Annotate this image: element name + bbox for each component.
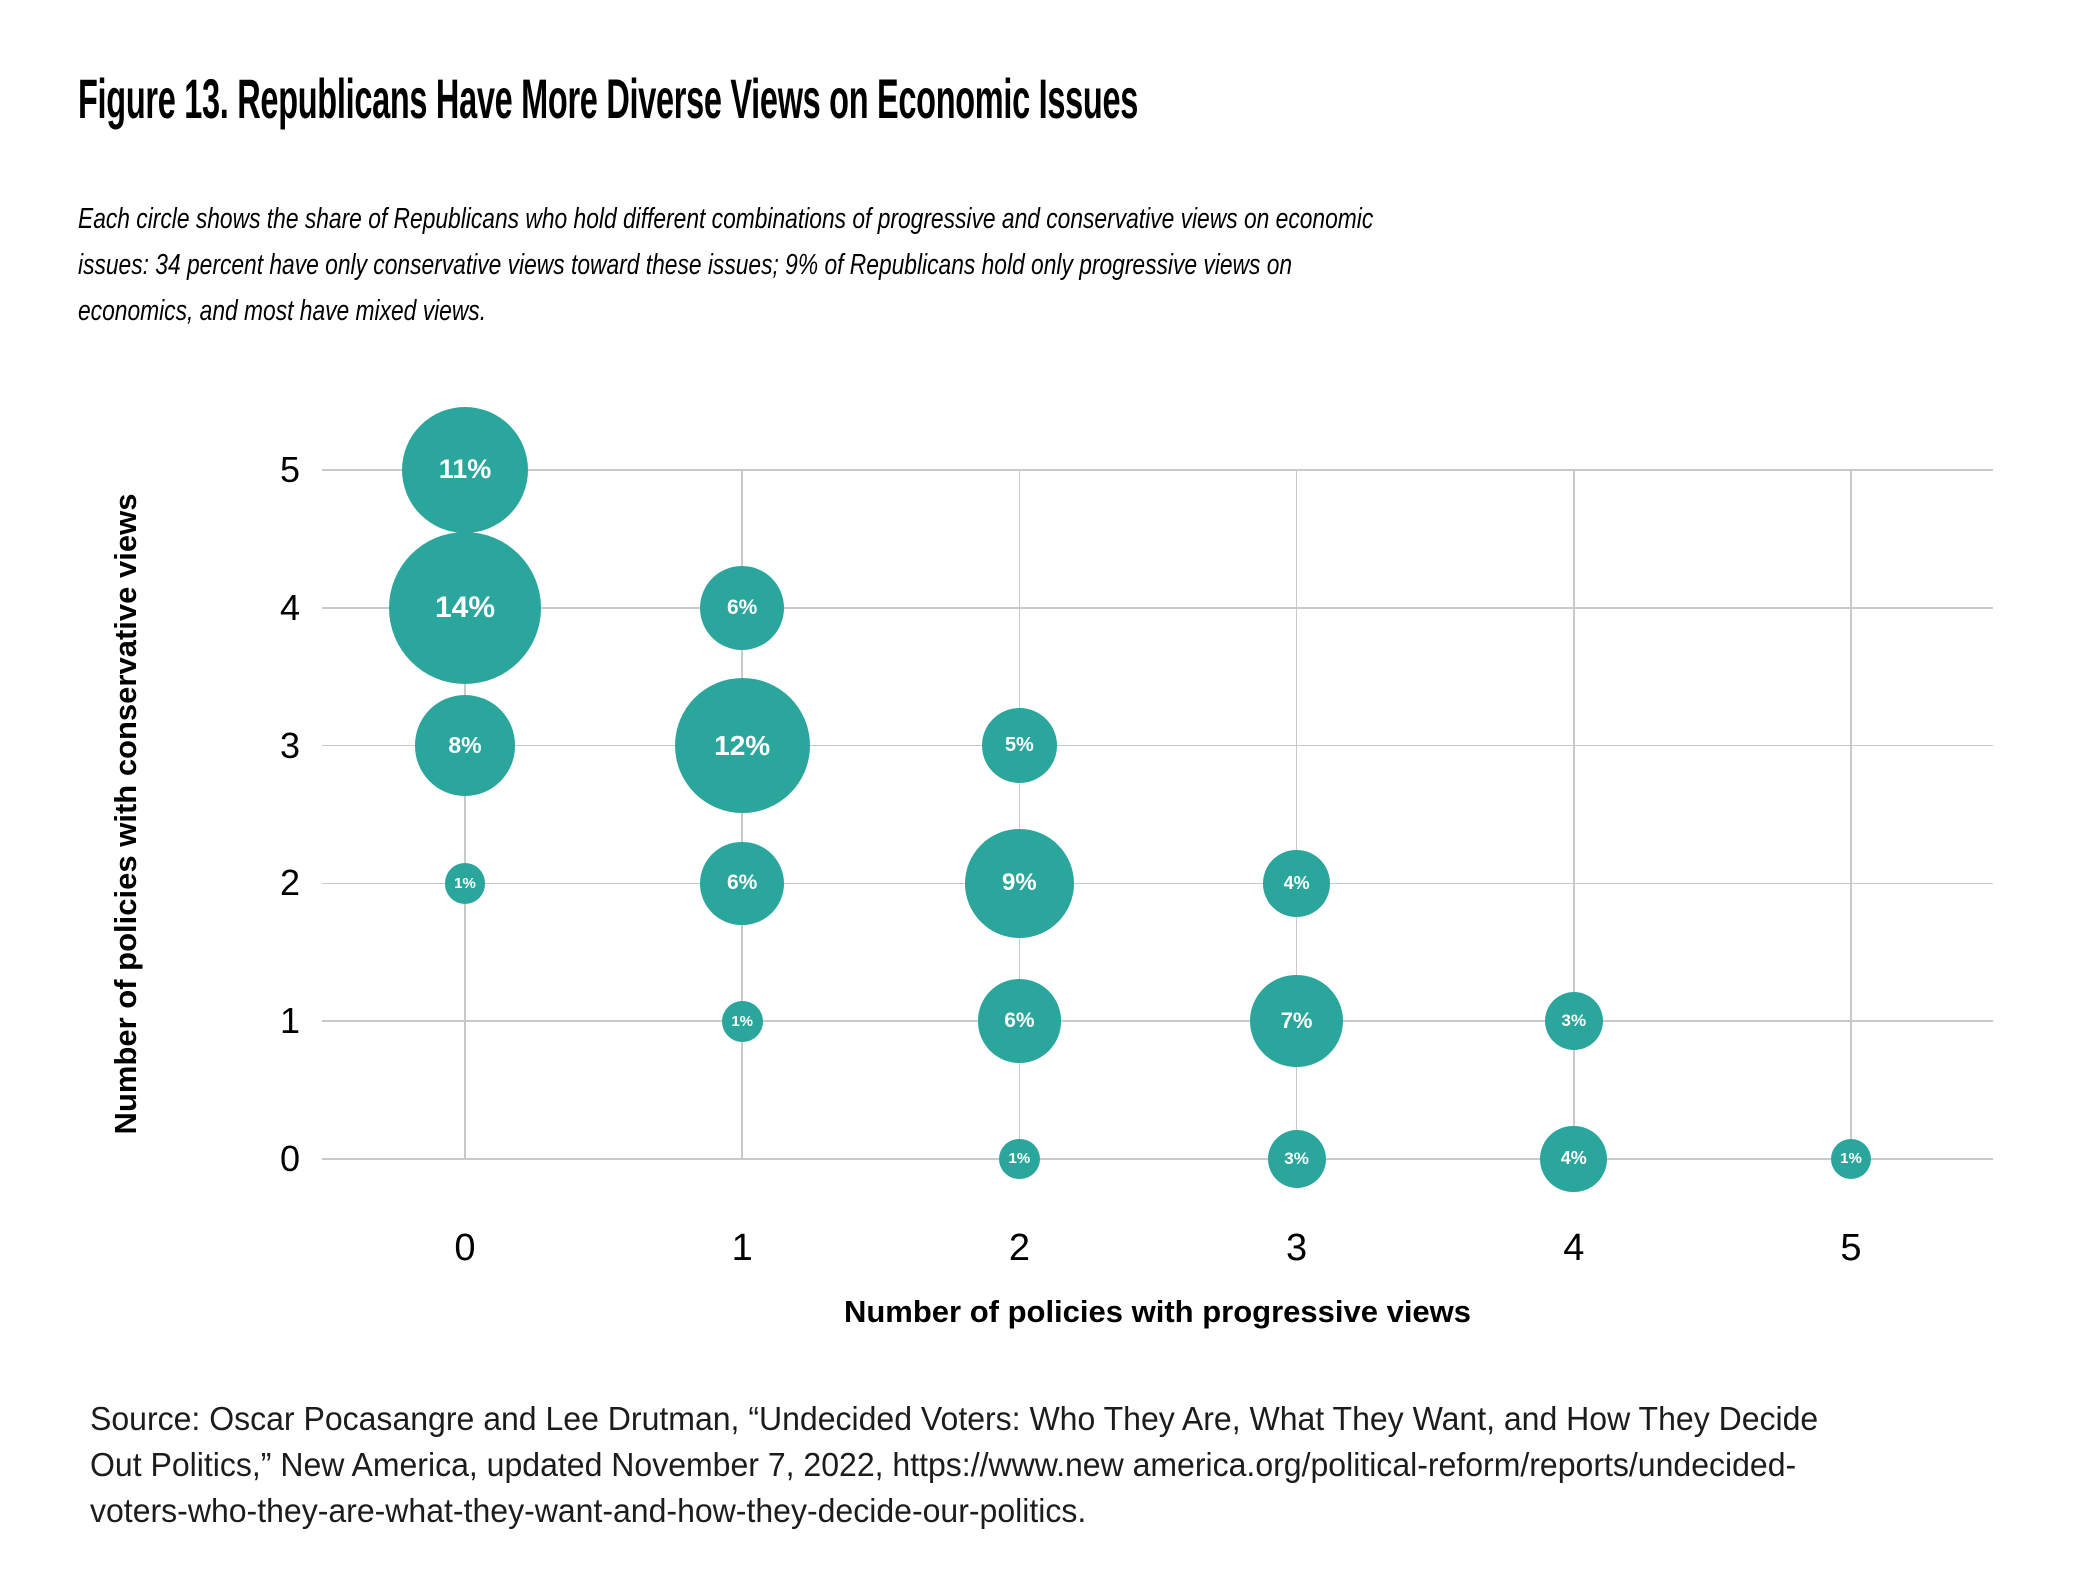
gridline-vertical [1018, 469, 1021, 1159]
bubble-value-label: 1% [1840, 1150, 1862, 1168]
bubble-3-2: 4% [1263, 850, 1330, 917]
bubble-value-label: 4% [1560, 1148, 1587, 1169]
bubble-0-2: 1% [444, 862, 486, 904]
bubble-5-0: 1% [1830, 1138, 1872, 1180]
gridline-vertical [741, 469, 743, 1159]
source-line: voters-who-they-are-what-they-want-and-h… [90, 1492, 1087, 1529]
x-tick-label: 1 [731, 1227, 753, 1269]
y-tick-label: 1 [279, 1000, 300, 1042]
source-note: Source: Oscar Pocasangre and Lee Drutman… [90, 1396, 1872, 1534]
bubble-2-3: 5% [981, 708, 1057, 784]
gridline-vertical [1295, 469, 1298, 1159]
figure-subtitle: Each circle shows the share of Republica… [78, 196, 1697, 334]
bubble-value-label: 3% [1284, 1148, 1309, 1168]
figure-title: Figure 13. Republicans Have More Diverse… [78, 66, 1906, 131]
bubble-value-label: 14% [434, 590, 496, 624]
bubble-value-label: 4% [1283, 872, 1310, 893]
x-tick-label: 5 [1840, 1227, 1862, 1269]
y-tick-label: 0 [279, 1138, 300, 1179]
y-tick-label: 2 [279, 862, 300, 904]
bubble-4-0: 4% [1540, 1125, 1608, 1193]
bubble-1-1: 1% [721, 1000, 763, 1042]
bubble-0-4: 14% [388, 531, 542, 684]
bubble-value-label: 12% [714, 729, 771, 761]
y-tick-label: 5 [279, 449, 300, 490]
y-tick-label: 4 [279, 586, 300, 628]
bubble-1-4: 6% [700, 565, 785, 650]
gridline-horizontal [322, 882, 1993, 885]
gridline-horizontal [322, 744, 1993, 747]
bubble-2-2: 9% [964, 828, 1075, 939]
gridline-horizontal [322, 607, 1993, 609]
gridline-vertical [464, 469, 466, 1159]
bubble-1-3: 12% [674, 678, 810, 814]
subtitle-line: Each circle shows the share of Republica… [78, 203, 1374, 235]
gridline-vertical [1573, 469, 1575, 1159]
bubble-value-label: 1% [1008, 1150, 1031, 1168]
bubble-0-5: 11% [401, 406, 529, 534]
gridline-horizontal [322, 1020, 1993, 1022]
gridline-horizontal [322, 469, 1993, 471]
bubble-3-1: 7% [1250, 975, 1343, 1068]
bubble-value-label: 3% [1561, 1011, 1587, 1031]
x-tick-label: 3 [1286, 1227, 1308, 1269]
bubble-value-label: 8% [448, 732, 482, 759]
bubble-value-label: 6% [727, 595, 758, 619]
x-tick-label: 2 [1008, 1227, 1030, 1269]
bubble-value-label: 6% [1004, 1009, 1035, 1033]
bubble-value-label: 1% [731, 1012, 754, 1030]
y-axis-title: Number of policies with conservative vie… [108, 493, 143, 1135]
bubble-0-3: 8% [414, 695, 516, 797]
x-tick-label: 4 [1563, 1227, 1585, 1269]
figure-title-text: Figure 13. Republicans Have More Diverse… [78, 67, 1139, 130]
bubble-1-2: 6% [700, 841, 785, 926]
x-axis-title: Number of policies with progressive view… [843, 1294, 1472, 1329]
bubble-value-label: 1% [454, 874, 476, 892]
bubble-2-1: 6% [977, 979, 1062, 1064]
bubble-value-label: 9% [1002, 869, 1037, 897]
bubble-value-label: 5% [1004, 734, 1034, 757]
bubble-value-label: 6% [727, 871, 758, 895]
y-tick-label: 3 [279, 724, 300, 766]
bubble-value-label: 11% [438, 454, 492, 485]
source-line: Out Politics,” New America, updated Nove… [90, 1446, 1797, 1483]
bubble-3-0: 3% [1267, 1129, 1326, 1189]
bubble-value-label: 7% [1280, 1008, 1313, 1034]
subtitle-line: issues: 34 percent have only conservativ… [78, 249, 1293, 281]
source-line: Source: Oscar Pocasangre and Lee Drutman… [90, 1400, 1819, 1437]
gridline-horizontal [322, 1158, 1993, 1160]
gridline-vertical [1850, 469, 1852, 1159]
x-tick-label: 0 [454, 1227, 476, 1269]
bubble-2-0: 1% [998, 1138, 1040, 1180]
subtitle-line: economics, and most have mixed views. [78, 295, 487, 327]
bubble-4-1: 3% [1544, 992, 1603, 1051]
